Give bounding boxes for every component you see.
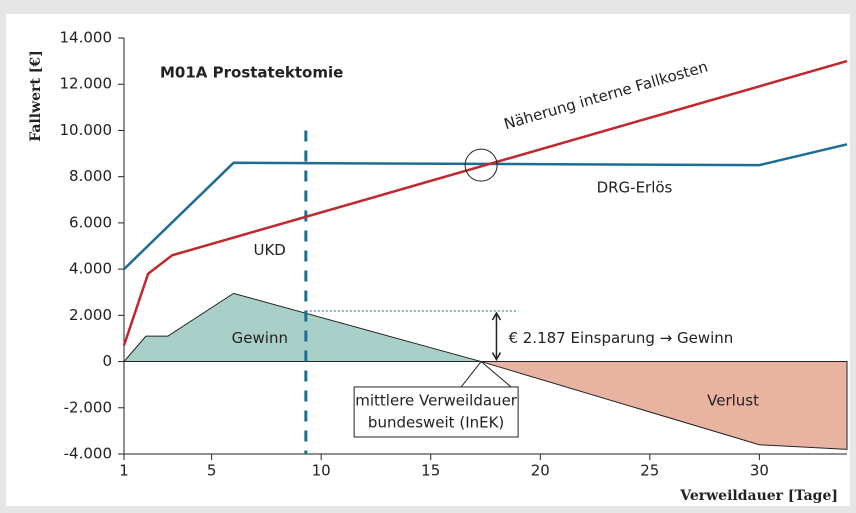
x-tick-bg [418, 462, 443, 480]
callout-label: mittlere Verweildauer [355, 391, 518, 409]
y-tick-label: 12.000 [60, 75, 113, 93]
arrow-head [491, 352, 502, 362]
x-tick-bg [637, 462, 662, 480]
x-tick-label: 5 [207, 462, 217, 480]
y-tick-label: 4.000 [69, 260, 112, 278]
line [122, 59, 848, 346]
arrow-head [491, 311, 502, 321]
x-tick-label: 30 [750, 462, 769, 480]
y-tick-label: 0 [102, 352, 112, 370]
y-tick-label: 14.000 [60, 29, 113, 47]
callout-box [353, 386, 519, 438]
callout-label: bundesweit (InEK) [368, 413, 504, 431]
chart-title: M01A Prostatektomie [160, 64, 343, 82]
x-tick-bg [112, 462, 136, 480]
y-tick-label: -2.000 [64, 398, 112, 416]
area [122, 292, 482, 363]
callout [460, 361, 512, 388]
x-tick-bg [309, 462, 334, 480]
area-label: Gewinn [232, 329, 288, 347]
area-label: Verlust [707, 391, 759, 409]
x-tick-label: 25 [640, 462, 659, 480]
x-tick-label: 1 [119, 462, 129, 480]
x-tick-bg [528, 462, 553, 480]
x-tick-label: 15 [421, 462, 440, 480]
intersection-circle [464, 148, 498, 182]
x-tick-bg [199, 462, 224, 480]
y-tick-label: 2.000 [69, 306, 112, 324]
y-tick-label: -4.000 [64, 445, 112, 463]
ukd-label: UKD [253, 241, 285, 259]
x-tick-bg [747, 462, 772, 480]
x-tick-label: 10 [312, 462, 331, 480]
area [480, 361, 848, 450]
y-tick-label: 10.000 [60, 121, 113, 139]
y-axis-label: Fallwert [€] [28, 50, 44, 142]
savings-label: € 2.187 Einsparung → Gewinn [508, 329, 733, 347]
x-axis-label: Verweildauer [Tage] [679, 488, 838, 504]
line [123, 143, 848, 271]
legend-label: DRG-Erlös [597, 179, 673, 197]
x-tick-label: 20 [531, 462, 550, 480]
y-tick-label: 6.000 [69, 213, 112, 231]
y-tick-label: 8.000 [69, 167, 112, 185]
